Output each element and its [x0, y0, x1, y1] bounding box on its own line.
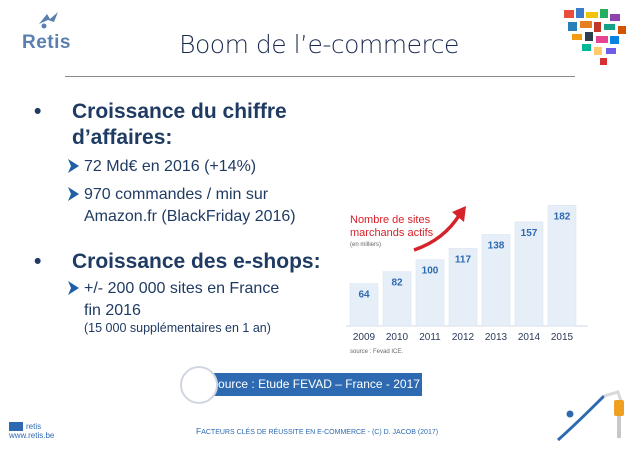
- chart-bar: [481, 234, 511, 327]
- source-banner: Source : Etude FEVAD – France - 2017: [196, 373, 422, 396]
- chart-title-line2: marchands actifs: [350, 227, 434, 239]
- bullet-dot-icon: •: [34, 100, 42, 123]
- chart-value-label: 138: [488, 240, 505, 251]
- chart-category-label: 2012: [452, 332, 475, 343]
- bullet-dot-icon: •: [34, 250, 42, 273]
- chart-bar: [448, 248, 478, 327]
- chart-category-label: 2013: [485, 332, 508, 343]
- eshops-bar-chart: 64 2009 82 2010 100 2011 117 2012 138 2013 157 2014…: [346, 205, 588, 355]
- chart-subtitle: (en milliers): [350, 242, 381, 248]
- page-title: Boom de l’e-commerce: [179, 30, 459, 59]
- footer-caption: FACTEURS CLÉS DE RÉUSSITE EN E-COMMERCE …: [196, 426, 439, 436]
- chart-category-label: 2015: [551, 332, 574, 343]
- growth-arrow-head-icon: [452, 206, 466, 222]
- footer-brand: retis www.retis.be: [9, 422, 55, 440]
- title-divider: [65, 76, 575, 77]
- footer-website: www.retis.be: [9, 431, 55, 440]
- retis-logo-mark-icon: [39, 12, 58, 29]
- chart-bar: [349, 283, 379, 327]
- chart-bar: [415, 259, 445, 327]
- arrow-bullet-icon: [68, 281, 79, 295]
- chart-value-label: 157: [521, 228, 538, 239]
- chart-category-label: 2010: [386, 332, 409, 343]
- growth-arrow-icon: [413, 213, 462, 252]
- chart-category-label: 2014: [518, 332, 541, 343]
- chart-value-label: 182: [554, 211, 571, 222]
- colorful-pattern-decoration: [564, 8, 626, 65]
- arrow-bullet-icon: [68, 187, 79, 201]
- note-additional-sites: (15 000 supplémentaires en 1 an): [84, 321, 271, 335]
- chart-title: Nombre de sites: [350, 214, 431, 226]
- logo-wordmark: Retis: [22, 32, 71, 53]
- chart-category-label: 2009: [353, 332, 376, 343]
- arrow-bullet-icon: [68, 159, 79, 173]
- chart-value-label: 117: [455, 254, 472, 265]
- retis-small-logo-icon: [9, 422, 23, 431]
- chart-bar: [514, 221, 544, 327]
- chart-value-label: 64: [358, 290, 370, 301]
- chart-source: source : Fevad ICE.: [350, 349, 403, 355]
- cable-plug-decoration: [557, 390, 624, 442]
- chart-value-label: 100: [422, 266, 439, 277]
- chart-value-label: 82: [391, 278, 403, 289]
- chart-bar: [382, 271, 412, 327]
- chart-bar: [547, 205, 577, 327]
- source-banner-circle: [180, 366, 218, 404]
- chart-category-label: 2011: [419, 332, 441, 343]
- retis-logo: Retis: [14, 8, 84, 58]
